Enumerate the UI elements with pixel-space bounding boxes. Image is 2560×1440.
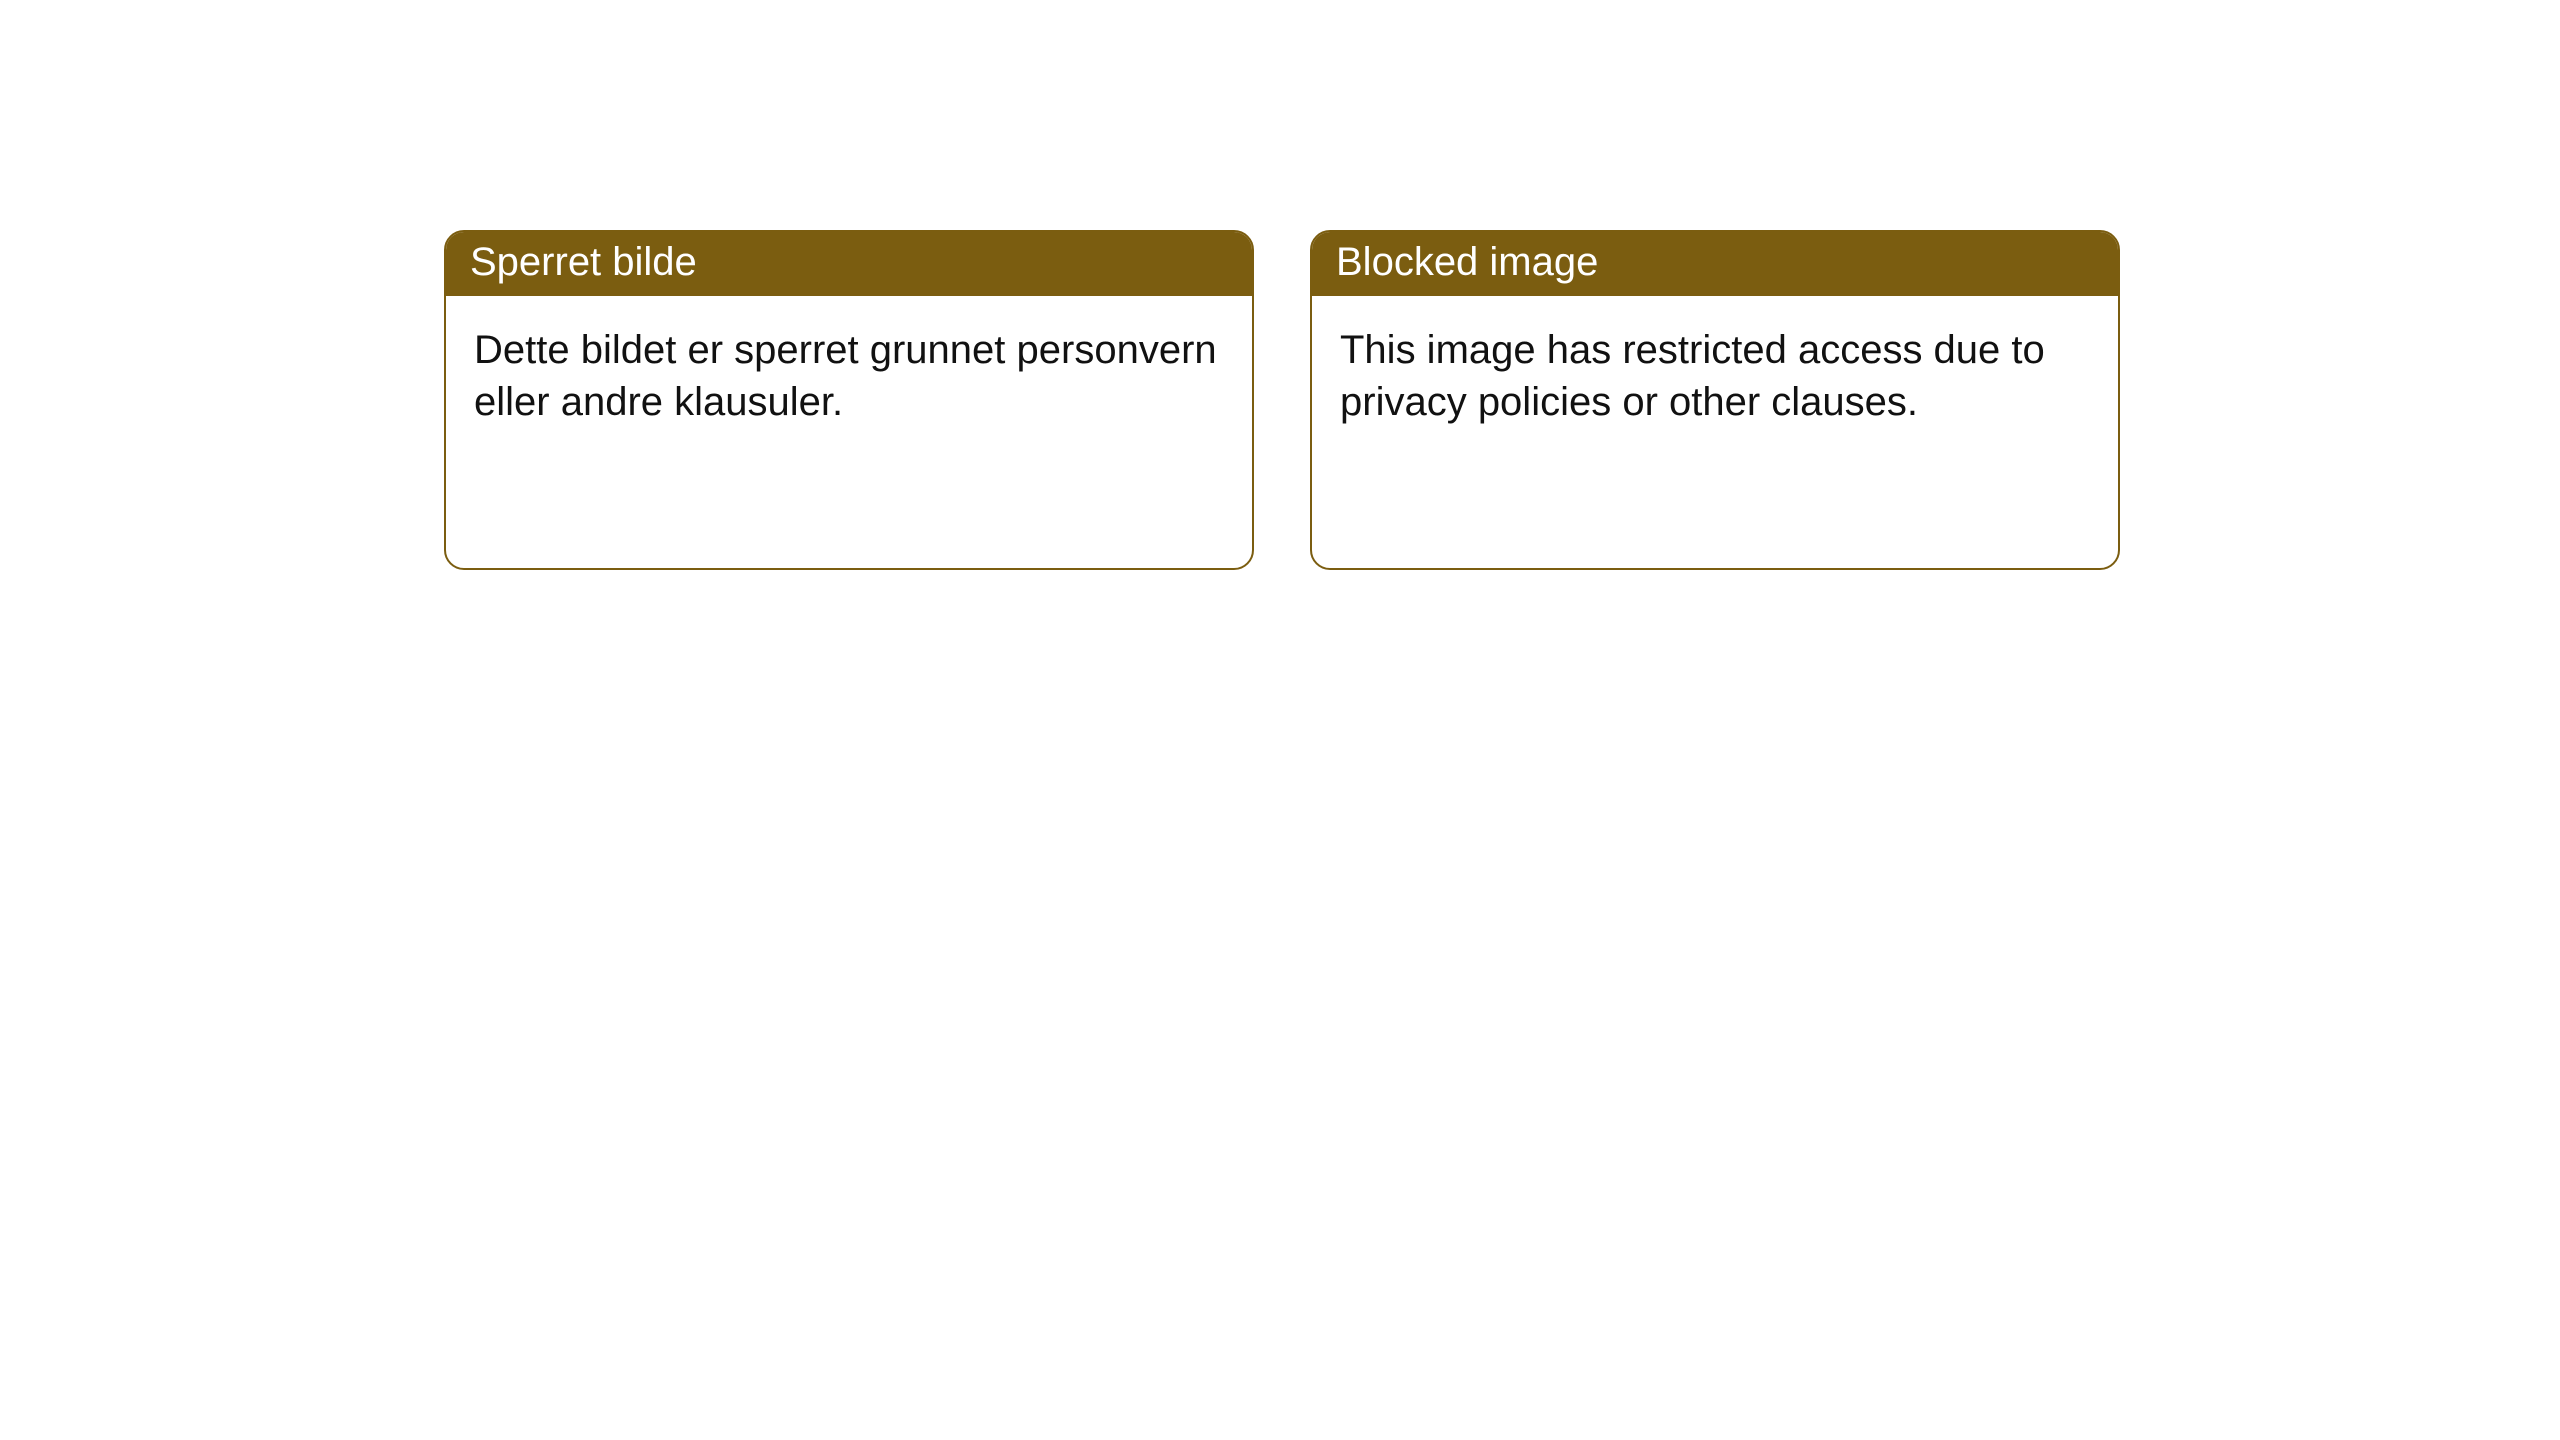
blocked-image-card-no: Sperret bilde Dette bildet er sperret gr… <box>444 230 1254 570</box>
blocked-image-cards: Sperret bilde Dette bildet er sperret gr… <box>444 230 2560 570</box>
card-body: Dette bildet er sperret grunnet personve… <box>446 296 1252 452</box>
card-header: Sperret bilde <box>446 232 1252 296</box>
blocked-image-card-en: Blocked image This image has restricted … <box>1310 230 2120 570</box>
card-body: This image has restricted access due to … <box>1312 296 2118 452</box>
card-header: Blocked image <box>1312 232 2118 296</box>
